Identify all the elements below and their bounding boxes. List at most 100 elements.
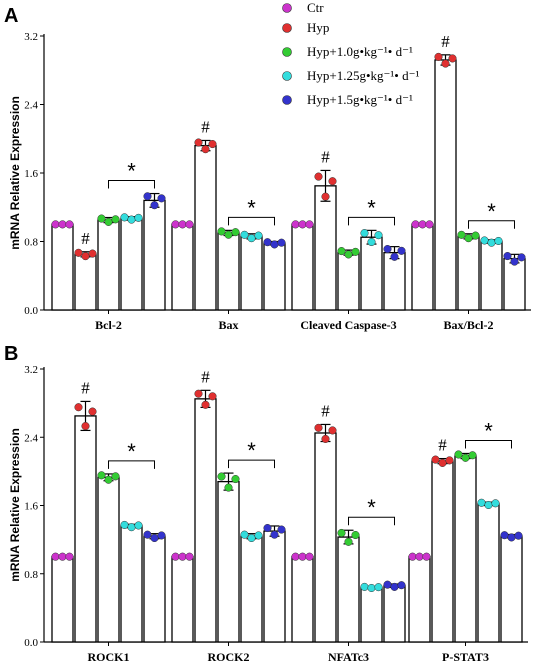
data-point (374, 583, 383, 592)
data-point (51, 220, 60, 229)
data-point (208, 392, 217, 401)
data-point (224, 483, 233, 492)
data-point (328, 177, 337, 186)
data-point (127, 215, 136, 224)
bar (120, 217, 143, 311)
bar (314, 432, 337, 643)
bar (337, 536, 360, 643)
data-point (263, 523, 272, 533)
category-label: Bax/Bcl-2 (444, 318, 494, 332)
data-point (81, 422, 90, 431)
data-point (65, 220, 74, 229)
data-point (263, 238, 272, 247)
data-point (254, 231, 263, 240)
data-point (120, 520, 129, 530)
panel-letter-a: A (4, 5, 18, 27)
data-point (468, 451, 477, 460)
significance-star: * (367, 195, 376, 220)
data-point (298, 220, 307, 229)
data-point (425, 220, 434, 229)
data-point (231, 228, 240, 237)
bar (383, 251, 406, 311)
bar (291, 556, 314, 643)
data-point (337, 528, 346, 538)
significance-star: * (367, 495, 376, 520)
data-point (171, 220, 180, 229)
bar (97, 219, 120, 311)
data-point (351, 247, 360, 256)
y-tick-label: 0.8 (24, 237, 38, 249)
data-point (517, 253, 526, 262)
data-point (150, 201, 159, 210)
data-point (217, 472, 226, 481)
data-point (434, 52, 443, 61)
data-point (367, 237, 376, 247)
significance-bracket (348, 516, 395, 526)
data-point (247, 533, 256, 543)
data-point (111, 472, 120, 481)
data-point (291, 552, 300, 561)
data-point (97, 214, 106, 223)
bar (74, 253, 97, 311)
bar (411, 223, 434, 311)
legend-label-hyp: Hyp (307, 20, 329, 35)
data-point (503, 252, 512, 261)
legend-marker-hyp-1-5 (282, 95, 292, 105)
data-point (314, 172, 323, 181)
data-point (58, 552, 67, 561)
significance-bracket (108, 180, 155, 189)
bar (360, 236, 383, 311)
data-point (438, 458, 447, 467)
bar (263, 242, 286, 311)
significance-bracket (228, 216, 275, 226)
data-point (171, 552, 180, 561)
data-point (328, 426, 337, 435)
y-tick-label: 2.4 (24, 432, 38, 444)
data-point (104, 217, 113, 226)
data-point (390, 582, 399, 591)
data-point (178, 552, 187, 561)
bar (51, 223, 74, 311)
data-point (383, 580, 392, 589)
significance-bracket (228, 459, 275, 469)
data-point (418, 220, 427, 229)
y-axis-label-a: mRNA Relative Expression (8, 96, 22, 250)
data-point (88, 249, 97, 258)
bar (457, 235, 480, 311)
legend-marker-hyp-1-25 (282, 71, 292, 81)
bar (337, 251, 360, 311)
data-point (277, 525, 286, 534)
data-point (240, 230, 249, 239)
data-point (422, 552, 431, 561)
data-point (514, 531, 523, 540)
bar (97, 476, 120, 643)
data-point (397, 246, 406, 255)
bar (500, 535, 523, 643)
bar (431, 460, 454, 643)
data-point (194, 389, 203, 398)
data-point (360, 582, 369, 591)
significance-hash: # (321, 401, 330, 420)
significance-hash: # (81, 378, 90, 397)
panel-a: A mRNA Relative Expression 0.0 0.8 1.6 2.4 3… (4, 5, 531, 332)
data-point (337, 247, 346, 256)
data-point (351, 530, 360, 540)
y-tick-label: 3.2 (24, 364, 38, 376)
data-point (134, 213, 143, 222)
data-point (494, 236, 503, 246)
data-point (194, 138, 203, 147)
significance-hash: # (201, 117, 210, 136)
significance-bracket (468, 220, 515, 229)
data-point (120, 213, 129, 222)
significance-bracket (348, 216, 395, 226)
bar (171, 223, 194, 311)
bar (240, 535, 263, 643)
data-point (88, 407, 97, 416)
bar (383, 585, 406, 643)
data-point (367, 583, 376, 593)
data-point (480, 236, 489, 245)
data-point (97, 471, 106, 480)
data-point (464, 234, 473, 243)
data-point (314, 423, 323, 432)
